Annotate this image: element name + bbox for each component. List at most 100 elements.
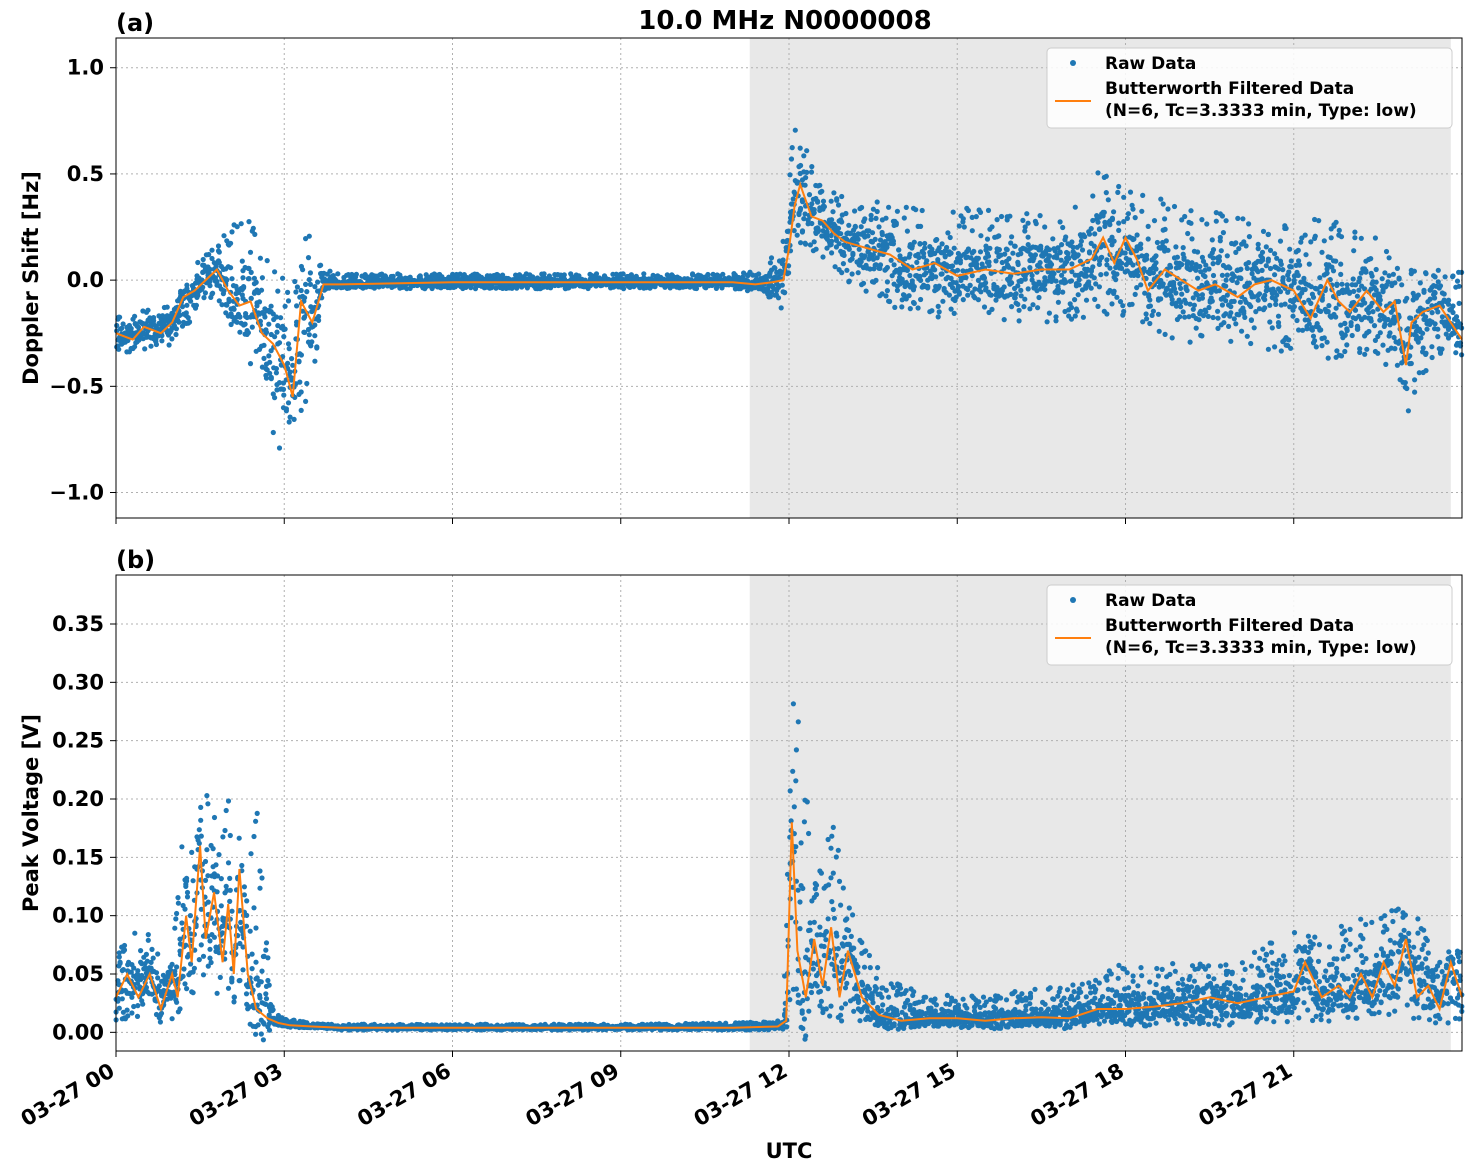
raw-data-point [285,400,292,406]
raw-data-point [143,951,149,958]
raw-data-point [145,937,151,943]
raw-data-point [304,380,310,387]
raw-data-point [977,209,984,215]
raw-data-point [1342,320,1348,326]
raw-data-point [1151,218,1158,224]
raw-data-point [296,359,302,365]
raw-data-point [956,291,962,297]
raw-data-point [253,818,259,824]
raw-data-point [263,996,270,1002]
raw-data-point [1219,213,1225,219]
raw-data-point [1215,308,1221,314]
raw-data-point [918,277,924,283]
raw-data-point [1025,286,1031,292]
raw-data-point [1372,235,1378,241]
raw-data-point [1116,227,1122,233]
raw-data-point [272,395,278,401]
raw-data-point [265,955,271,961]
raw-data-point [1165,206,1171,212]
raw-data-point [229,314,235,320]
raw-data-point [173,331,179,338]
raw-data-point [291,416,297,422]
raw-data-point [1143,311,1149,317]
raw-data-point [936,309,942,315]
raw-data-point [1155,311,1162,317]
raw-data-point [290,362,296,368]
raw-data-point [929,308,935,314]
raw-data-point [1104,257,1110,263]
raw-data-point [1371,323,1378,329]
raw-data-point [1276,323,1282,329]
raw-data-point [1042,224,1048,230]
legend-raw-marker [1070,60,1076,66]
raw-data-point [1318,327,1324,333]
raw-data-point [1055,286,1061,292]
raw-data-point [1375,350,1381,356]
raw-data-point [795,222,801,228]
raw-data-point [472,286,479,292]
raw-data-point [1153,253,1159,259]
raw-data-point [1153,266,1159,272]
raw-data-point [1321,238,1327,244]
raw-data-point [119,325,125,331]
raw-data-point [874,208,880,215]
raw-data-point [1429,310,1435,316]
raw-data-point [803,241,809,247]
raw-data-point [128,325,134,332]
raw-data-point [266,321,272,327]
raw-data-point [1429,344,1435,350]
raw-data-point [1259,267,1265,273]
raw-data-point [190,990,196,996]
raw-data-point [1272,251,1278,257]
raw-data-point [787,172,793,178]
raw-data-point [839,270,845,276]
raw-data-point [1025,220,1031,226]
raw-data-point [1215,315,1221,321]
raw-data-point [779,282,785,288]
raw-data-point [839,219,845,225]
raw-data-point [1263,244,1269,250]
raw-data-point [1079,247,1086,253]
raw-data-point [1265,256,1271,262]
raw-data-point [792,127,798,133]
raw-data-point [936,283,942,289]
raw-data-point [1116,220,1122,226]
raw-data-point [1022,296,1028,302]
raw-data-point [975,297,982,303]
raw-data-point [884,279,891,285]
raw-data-point [1012,243,1018,249]
raw-data-point [1037,260,1043,266]
raw-data-point [1086,249,1093,255]
raw-data-point [247,249,254,255]
raw-data-point [307,281,313,287]
raw-data-point [257,255,263,261]
raw-data-point [1009,280,1015,286]
raw-data-point [874,199,880,205]
raw-data-point [121,947,128,953]
raw-data-point [1037,213,1043,219]
raw-data-point [1453,350,1459,356]
raw-data-point [1080,314,1086,320]
raw-data-point [500,285,506,291]
raw-data-point [1308,300,1314,306]
raw-data-point [209,247,215,253]
raw-data-point [1342,332,1348,338]
raw-data-point [1386,255,1392,261]
raw-data-point [1098,272,1104,278]
raw-data-point [160,313,166,319]
raw-data-point [1009,304,1015,310]
raw-data-point [1423,368,1429,374]
raw-data-point [114,322,120,329]
raw-data-point [1295,272,1301,278]
raw-data-point [1199,217,1205,223]
raw-data-point [1210,247,1217,253]
raw-data-point [1221,320,1227,326]
raw-data-point [801,153,807,159]
raw-data-point [869,230,876,236]
raw-data-point [175,895,181,901]
raw-data-point [281,334,287,340]
raw-data-point [1145,223,1151,229]
raw-data-point [1228,338,1234,344]
raw-data-point [859,204,865,211]
raw-data-point [1141,266,1147,272]
